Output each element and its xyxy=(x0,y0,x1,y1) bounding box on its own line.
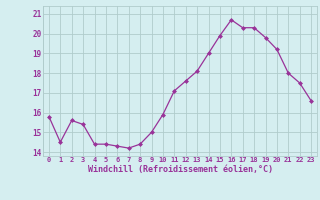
X-axis label: Windchill (Refroidissement éolien,°C): Windchill (Refroidissement éolien,°C) xyxy=(87,165,273,174)
